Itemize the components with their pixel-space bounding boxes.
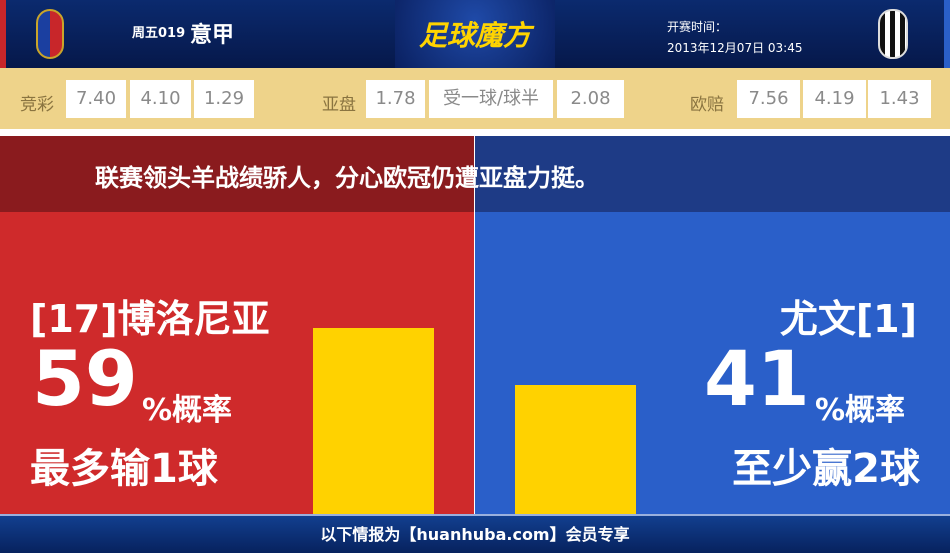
home-team-name: [17]博洛尼亚 [30, 297, 270, 341]
yp-handicap: 受一球/球半 [429, 80, 553, 118]
home-team-crest [36, 9, 64, 59]
jc-win: 7.40 [66, 80, 126, 118]
away-percent: 41 [704, 334, 810, 423]
member-footer-link[interactable]: 以下情报为【huanhuba.com】会员专享 [0, 514, 950, 553]
home-outcome: 最多输1球 [30, 446, 218, 492]
jc-label: 竞彩 [20, 95, 54, 115]
home-probability-bar [313, 328, 434, 514]
yp-away: 2.08 [557, 80, 624, 118]
away-outcome: 至少赢2球 [732, 446, 920, 492]
away-probability-bar [515, 384, 636, 514]
kickoff-time: 2013年12月07日 03:45 [667, 41, 803, 55]
site-logo: 足球魔方 [418, 19, 531, 52]
oz-win: 7.56 [737, 80, 800, 118]
away-team-crest [878, 9, 908, 59]
yp-label: 亚盘 [322, 95, 356, 115]
oz-draw: 4.19 [803, 80, 866, 118]
away-percent-suffix: %概率 [815, 393, 906, 428]
oz-label: 欧赔 [690, 95, 724, 115]
kickoff-label: 开赛时间： [667, 20, 728, 34]
jc-loss: 1.29 [194, 80, 254, 118]
banner-left [0, 136, 474, 212]
jc-draw: 4.10 [130, 80, 191, 118]
logo-background [395, 0, 555, 68]
headline: 联赛领头羊战绩骄人，分心欧冠仍遭亚盘力挺。 [95, 164, 599, 192]
match-number: 周五019 [132, 26, 186, 41]
oz-loss: 1.43 [868, 80, 931, 118]
away-team-name: 尤文[1] [779, 297, 917, 341]
yp-home: 1.78 [366, 80, 425, 118]
home-percent: 59 [32, 334, 138, 423]
league-name: 意甲 [190, 23, 235, 48]
home-percent-suffix: %概率 [142, 393, 233, 428]
banner-right [475, 136, 950, 212]
